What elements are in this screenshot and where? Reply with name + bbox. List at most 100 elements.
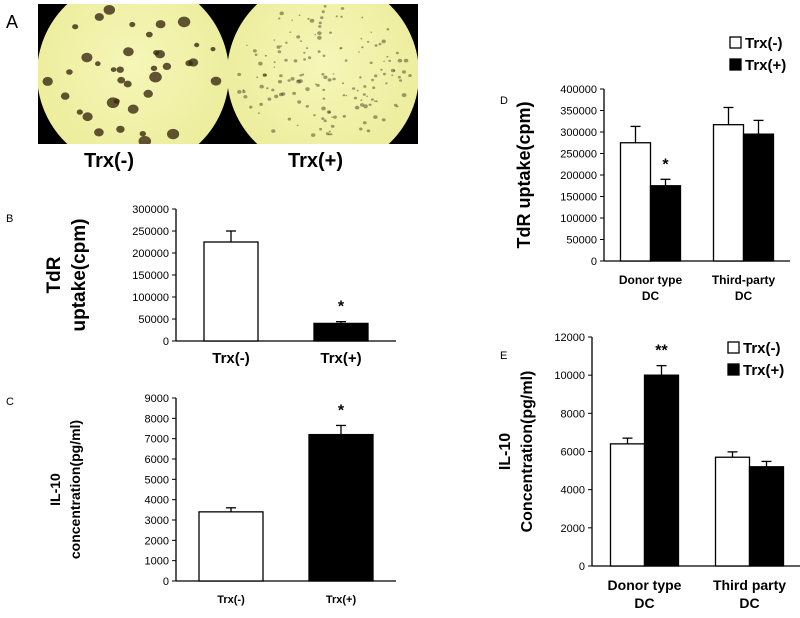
chart-d-legend-swatch xyxy=(729,36,742,49)
chart-e-category-label: Donor type xyxy=(608,577,682,593)
micro-right-cell-spot xyxy=(359,76,362,79)
chart-e-letter: E xyxy=(500,350,507,362)
chart-c: C 0 1000 2000 3000 4000 5000 6000 7000 8000 9000 Tr… xyxy=(6,393,396,606)
chart-d-y-axis-label: TdR uptake(cpm) xyxy=(514,101,534,248)
micro-right-cell-spot xyxy=(273,39,276,41)
micro-right-cell-spot xyxy=(331,116,334,119)
micro-right-cell-spot xyxy=(298,14,301,17)
chart-d-y-tick-label: 300000 xyxy=(560,127,597,139)
micro-right-cell-spot xyxy=(323,75,328,80)
micro-right-cell-spot xyxy=(361,46,364,49)
micro-right-cell-spot xyxy=(281,92,286,96)
chart-d-category-label: DC xyxy=(735,289,753,303)
chart-e-category-label: Third party xyxy=(713,577,786,593)
micro-right-cell-spot xyxy=(273,66,276,68)
micro-right-cell-spot xyxy=(345,94,348,97)
micro-right-cell-spot xyxy=(319,127,323,131)
micro-right-cell-spot xyxy=(301,73,305,76)
micro-right-cell-spot xyxy=(356,89,359,92)
micro-right-cell-spot xyxy=(309,18,315,23)
chart-e-y-tick-label: 8000 xyxy=(561,408,585,420)
chart-b: B 0 50000 100000 150000 200000 250000 300000 Trx… xyxy=(6,204,396,367)
micro-right-cell-spot xyxy=(328,130,331,133)
chart-b-y-tick-label: 300000 xyxy=(132,204,169,216)
micro-left-cell-spot xyxy=(72,24,79,30)
micro-right-cell-spot xyxy=(399,79,403,82)
micro-left-cell-spot xyxy=(145,31,153,38)
micro-left-field xyxy=(38,4,228,144)
micro-left-cell-spot xyxy=(167,128,180,140)
micro-right-cell-spot xyxy=(325,132,330,136)
micro-right-cell-spot xyxy=(386,55,389,58)
micro-right-cell-spot xyxy=(303,58,306,61)
chart-b-y-tick-label: 250000 xyxy=(132,226,169,238)
micro-right-cell-spot xyxy=(366,129,371,133)
micro-right-cell-spot xyxy=(311,133,316,137)
micrograph-trx-minus xyxy=(38,4,228,144)
micro-right-cell-spot xyxy=(362,121,367,125)
micro-left-cell-spot xyxy=(155,20,166,29)
micro-right-cell-spot xyxy=(408,74,412,78)
micro-right-cell-spot xyxy=(330,124,335,128)
micro-right-cell-spot xyxy=(259,84,264,89)
chart-e-category-label: DC xyxy=(739,595,759,611)
micro-right-cell-spot xyxy=(264,74,268,76)
micro-left-cell-spot xyxy=(94,128,104,137)
micro-right-cell-spot xyxy=(322,88,326,92)
chart-c-y-tick-label: 9000 xyxy=(145,393,169,405)
micro-right-cell-spot xyxy=(339,48,342,50)
micro-right-cell-spot xyxy=(253,49,257,53)
micro-left-cell-spot xyxy=(60,92,70,100)
micro-left-cell-spot xyxy=(116,125,125,133)
micro-right-cell-spot xyxy=(257,112,260,114)
micro-right-cell-spot xyxy=(243,95,248,99)
chart-b-y-tick-label: 150000 xyxy=(132,270,169,282)
micro-right-cell-spot xyxy=(242,89,245,91)
micro-right-cell-spot xyxy=(249,105,253,109)
micro-right-cell-spot xyxy=(359,127,363,131)
micro-right-cell-spot xyxy=(303,51,306,54)
micro-right-cell-spot xyxy=(308,56,312,60)
micro-right-cell-spot xyxy=(297,100,302,104)
micro-left-cell-spot xyxy=(150,65,158,71)
micro-right-cell-spot xyxy=(266,87,269,90)
micro-right-cell-spot xyxy=(361,16,364,19)
micro-right-cell-spot xyxy=(363,104,368,109)
micro-right-cell-spot xyxy=(360,37,363,40)
micro-right-cell-spot xyxy=(299,40,303,42)
micro-right-cell-spot xyxy=(327,78,332,82)
micro-right-cell-spot xyxy=(333,115,337,119)
micro-right-cell-spot xyxy=(237,72,242,77)
micro-right-cell-spot xyxy=(374,44,378,47)
micro-right-cell-spot xyxy=(363,85,367,88)
micro-right-cell-spot xyxy=(321,117,325,120)
micro-right-cell-spot xyxy=(397,58,403,63)
micro-right-cell-spot xyxy=(298,79,303,84)
micro-right-cell-spot xyxy=(280,45,282,47)
micro-right-cell-spot xyxy=(291,19,293,21)
panel-letter-a: A xyxy=(6,12,19,32)
micro-right-cell-spot xyxy=(316,83,320,87)
micro-right-cell-spot xyxy=(341,82,345,85)
micro-right-cell-spot xyxy=(277,50,282,54)
chart-c-y-axis-label: IL-10 xyxy=(47,473,63,506)
chart-e-y-axis-label: IL-10 xyxy=(497,433,514,470)
chart-c-y-tick-label: 4000 xyxy=(145,495,169,507)
micrograph-label-trx-minus: Trx(-) xyxy=(84,150,134,172)
micro-right-cell-spot xyxy=(339,46,343,50)
chart-d-y-tick-label: 350000 xyxy=(560,106,597,118)
micro-right-cell-spot xyxy=(386,28,390,31)
micro-right-cell-spot xyxy=(305,104,309,108)
micro-left-cell-spot xyxy=(188,58,199,67)
micro-right-cell-spot xyxy=(381,39,386,44)
chart-d-bar xyxy=(712,124,745,262)
chart-e-y-tick-label: 6000 xyxy=(561,447,585,459)
micro-right-cell-spot xyxy=(354,105,360,110)
micro-right-cell-spot xyxy=(373,115,378,119)
chart-e-bar xyxy=(643,374,680,567)
micro-right-cell-spot xyxy=(274,94,279,99)
micro-left-cell-spot xyxy=(81,52,93,63)
micro-right-cell-spot xyxy=(299,74,303,77)
micro-left-cell-spot xyxy=(194,42,200,48)
chart-e-y-axis-label: Concentration(pg/ml) xyxy=(519,371,536,533)
